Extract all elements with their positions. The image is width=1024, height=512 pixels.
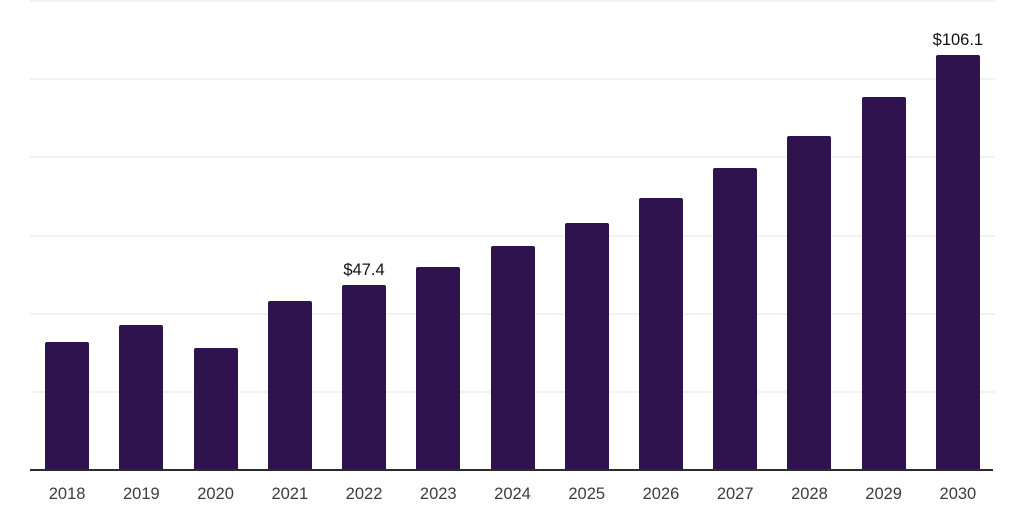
data-label-2030: $106.1 — [932, 31, 984, 50]
gridline — [30, 156, 995, 159]
x-tick-label-2025: 2025 — [568, 485, 606, 503]
gridline — [30, 0, 995, 2]
x-tick-label-2024: 2024 — [494, 485, 531, 503]
x-tick-label-2028: 2028 — [791, 485, 828, 503]
bar-2018 — [45, 342, 90, 470]
x-tick-label-2021: 2021 — [271, 485, 309, 503]
x-tick-label-2023: 2023 — [419, 485, 457, 503]
bar-2029 — [861, 97, 906, 470]
bar-2022 — [342, 284, 387, 470]
x-tick-label-2020: 2020 — [197, 485, 234, 503]
bar-2020 — [193, 348, 238, 470]
bar-2028 — [787, 135, 832, 470]
x-tick-label-2030: 2030 — [939, 485, 977, 503]
bar-2027 — [713, 167, 758, 470]
gridline — [30, 78, 995, 81]
bar-2026 — [638, 197, 683, 470]
x-tick-label-2029: 2029 — [865, 485, 902, 503]
bar-2024 — [490, 246, 535, 470]
x-tick-label-2026: 2026 — [642, 485, 680, 503]
bar-2021 — [267, 301, 312, 470]
bar-2019 — [119, 325, 164, 470]
x-tick-label-2027: 2027 — [716, 485, 754, 503]
bar-2025 — [564, 223, 609, 470]
gridline — [30, 234, 995, 237]
bar-2030 — [935, 55, 980, 470]
x-axis-line — [30, 469, 993, 471]
x-tick-label-2022: 2022 — [345, 485, 383, 503]
plot-area: $47.4 $106.1 — [30, 0, 995, 470]
data-label-2022: $47.4 — [343, 260, 385, 279]
bar-2023 — [416, 267, 461, 470]
x-tick-label-2019: 2019 — [122, 485, 160, 503]
x-axis-labels: 2018 2019 2020 2021 2022 2023 2024 2025 2026 2027… — [0, 483, 1024, 507]
x-tick-label-2018: 2018 — [48, 485, 86, 503]
